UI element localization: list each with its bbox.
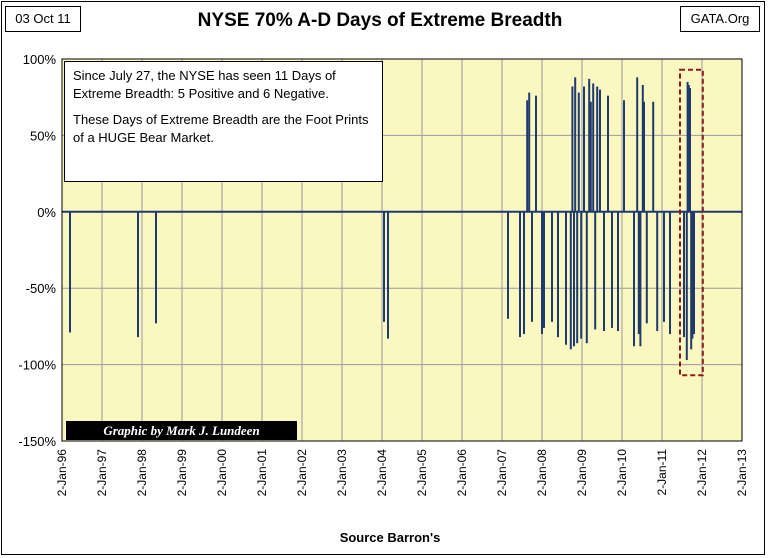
bar <box>687 84 690 212</box>
bar <box>588 78 591 212</box>
bar <box>543 211 545 328</box>
bar <box>599 89 601 212</box>
x-tick-label: 2-Jan-99 <box>175 449 189 497</box>
bar <box>519 211 521 338</box>
bar <box>611 211 613 328</box>
bar <box>623 100 625 212</box>
annotation-line-2: These Days of Extreme Breadth are the Fo… <box>73 112 369 145</box>
x-tick-label: 2-Jan-09 <box>575 449 589 497</box>
x-tick-label: 2-Jan-07 <box>495 449 509 497</box>
bar <box>565 211 567 345</box>
bar <box>592 83 595 212</box>
bar <box>507 211 509 319</box>
bar <box>617 211 619 331</box>
x-tick-label: 2-Jan-12 <box>695 449 709 497</box>
annotation-line-1: Since July 27, the NYSE has seen 11 Days… <box>73 68 336 101</box>
bar <box>571 86 574 212</box>
credit-label: Graphic by Mark J. Lundeen <box>66 421 297 440</box>
x-tick-label: 2-Jan-03 <box>335 449 349 497</box>
bar <box>531 211 533 322</box>
bar <box>594 211 597 330</box>
y-tick-label: 100% <box>23 52 57 67</box>
date-label: 03 Oct 11 <box>5 6 81 32</box>
highlight-box <box>679 68 704 377</box>
bar <box>686 81 689 212</box>
bar <box>669 211 671 335</box>
x-tick-label: 2-Jan-10 <box>615 449 629 497</box>
x-tick-label: 2-Jan-13 <box>735 449 749 497</box>
bar <box>652 101 655 212</box>
bar <box>557 211 559 338</box>
bar <box>573 211 575 347</box>
x-tick-label: 2-Jan-00 <box>215 449 229 497</box>
bar <box>577 92 580 212</box>
x-tick-label: 2-Jan-98 <box>135 449 149 497</box>
bar <box>523 211 525 335</box>
y-tick-label: 0% <box>37 205 56 220</box>
bar <box>637 211 640 335</box>
plot-border <box>61 58 743 442</box>
bar <box>155 211 157 324</box>
x-tick-label: 2-Jan-05 <box>415 449 429 497</box>
x-axis-title: Source Barron's <box>339 530 441 545</box>
bar <box>689 88 691 212</box>
bar <box>639 211 642 347</box>
bar <box>387 211 389 339</box>
bar <box>685 211 688 361</box>
bar <box>603 211 605 331</box>
bar <box>528 92 531 212</box>
bar <box>585 211 588 344</box>
x-tick-label: 2-Jan-96 <box>55 449 69 497</box>
bar <box>683 211 685 338</box>
bar <box>663 211 665 322</box>
y-tick-label: -50% <box>26 281 57 296</box>
bar <box>641 84 644 212</box>
bar <box>137 211 139 338</box>
bar <box>691 211 694 339</box>
x-tick-label: 2-Jan-01 <box>255 449 269 497</box>
y-tick-label: -100% <box>18 358 56 373</box>
bar <box>589 101 592 212</box>
bar <box>574 77 577 212</box>
bar <box>645 211 648 324</box>
bar <box>607 95 609 212</box>
bar <box>383 211 385 322</box>
x-tick-label: 2-Jan-02 <box>295 449 309 497</box>
bar <box>596 86 599 212</box>
bar <box>541 211 543 335</box>
y-tick-label: -150% <box>18 434 56 449</box>
bar <box>643 101 645 212</box>
bar <box>526 100 529 212</box>
x-tick-label: 2-Jan-11 <box>655 449 669 496</box>
x-tick-label: 2-Jan-97 <box>95 449 109 497</box>
source-site-label: GATA.Org <box>680 6 760 32</box>
bar <box>551 211 553 322</box>
y-tick-label: 50% <box>30 128 56 143</box>
bar <box>580 211 583 339</box>
chart-title: NYSE 70% A-D Days of Extreme Breadth <box>197 10 563 31</box>
x-tick-label: 2-Jan-08 <box>535 449 549 497</box>
x-tick-label: 2-Jan-04 <box>375 449 389 497</box>
bar <box>535 95 537 212</box>
x-tick-label: 2-Jan-06 <box>455 449 469 497</box>
bar <box>693 211 695 335</box>
bar <box>583 86 585 212</box>
annotation-box: Since July 27, the NYSE has seen 11 Days… <box>64 61 383 182</box>
bar <box>633 211 635 347</box>
bar <box>656 211 659 331</box>
bar <box>690 211 693 350</box>
bar <box>576 211 579 344</box>
bar <box>636 77 639 212</box>
bar <box>569 211 572 350</box>
bar <box>69 211 71 333</box>
